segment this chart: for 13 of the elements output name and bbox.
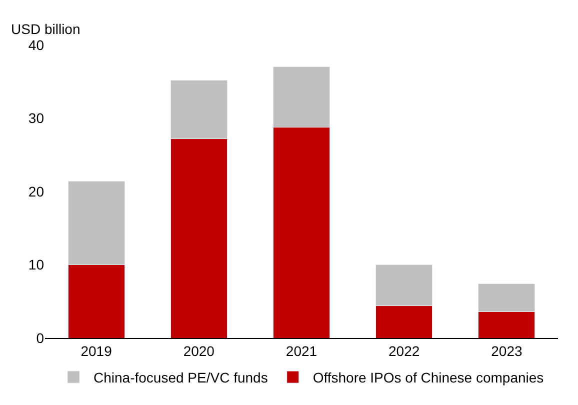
x-tick-label: 2022: [388, 342, 420, 359]
y-tick-label: 30: [28, 110, 44, 126]
legend-label: Offshore IPOs of Chinese companies: [312, 370, 544, 386]
x-tick-label: 2020: [183, 342, 215, 359]
y-axis-title: USD billion: [11, 21, 80, 37]
x-tick-label: 2021: [286, 342, 318, 359]
legend-label: China-focused PE/VC funds: [94, 370, 268, 386]
x-tick-label: 2019: [80, 342, 112, 359]
y-tick-label: 20: [28, 183, 44, 200]
y-tick-label: 40: [28, 36, 44, 53]
x-tick-label: 2023: [491, 342, 522, 359]
y-tick-label: 0: [36, 330, 44, 346]
y-tick-label: 10: [28, 256, 44, 273]
